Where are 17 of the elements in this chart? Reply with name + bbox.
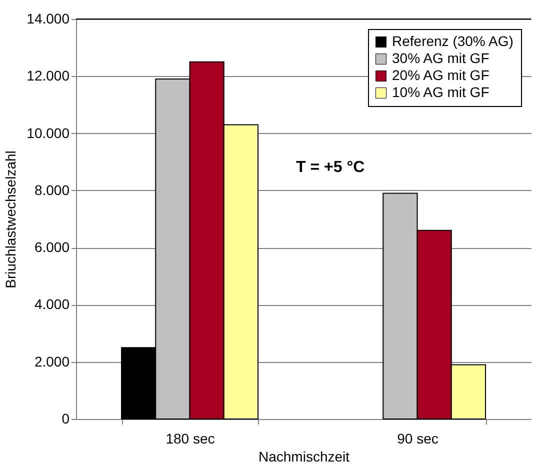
y-axis-title: Briuchlastwechselzahl [2,150,19,288]
y-tick-label: 12.000 [26,68,70,84]
x-tick-label: 90 sec [397,430,438,446]
y-tick-label: 4.000 [34,296,70,312]
y-tick-label: 10.000 [26,124,70,141]
y-tick-label: 2.000 [34,353,70,370]
x-tick-label: 180 sec [166,430,215,446]
y-tick-label: 6.000 [34,239,70,256]
y-tick-label: 14.000 [26,10,70,26]
legend-label: Referenz (30% AG) [392,33,514,49]
legend-label: 30% AG mit GF [392,50,490,66]
y-tick-label: 8.000 [34,182,70,198]
x-axis-title: Nachmischzeit [258,448,350,464]
annotation: T = +5 °C [296,159,366,176]
legend-label: 10% AG mit GF [392,84,490,100]
y-tick-label: 0 [62,410,70,426]
legend-label: 20% AG mit GF [392,67,490,83]
